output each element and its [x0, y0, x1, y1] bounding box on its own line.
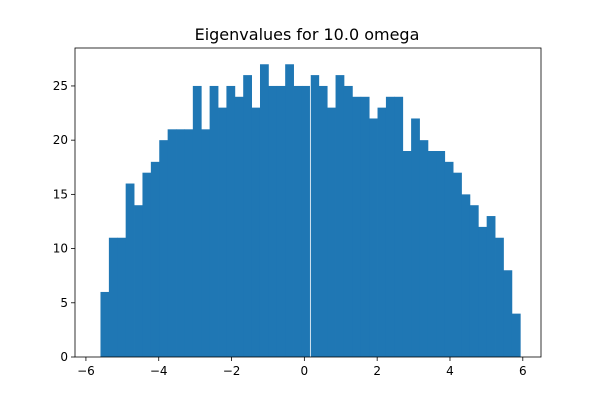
histogram-bar	[394, 96, 404, 357]
histogram-bar	[486, 216, 496, 357]
histogram-bar	[243, 75, 252, 358]
y-tick-label: 20	[53, 133, 68, 147]
y-tick-label: 0	[60, 350, 68, 364]
histogram-bar	[176, 129, 185, 357]
histogram-bar	[259, 64, 269, 358]
y-tick-label: 15	[53, 187, 68, 201]
histogram-bar	[192, 85, 202, 358]
x-tick-label: −4	[150, 364, 168, 378]
bars-group	[100, 64, 521, 358]
histogram-bar	[503, 270, 513, 357]
y-tick-label: 5	[60, 296, 68, 310]
x-axis: −6 −4 −2 0 2 4 6	[77, 357, 527, 378]
histogram-bar	[444, 161, 454, 357]
histogram-bar	[511, 313, 521, 357]
histogram-bar	[251, 107, 261, 357]
histogram-bar	[268, 85, 278, 358]
histogram-bar	[377, 107, 387, 357]
histogram-bar	[167, 129, 177, 357]
x-tick-label: −2	[223, 364, 241, 378]
histogram-bar	[360, 96, 370, 357]
histogram-bar	[209, 85, 219, 358]
histogram-bar	[469, 205, 479, 357]
histogram-bar	[293, 85, 303, 358]
histogram-bar	[276, 85, 286, 358]
histogram-bar	[159, 140, 169, 357]
histogram-bar	[184, 129, 194, 357]
histogram-bar	[478, 226, 488, 357]
histogram-bar	[352, 96, 362, 357]
histogram-bar	[402, 151, 412, 357]
x-tick-label: 4	[446, 364, 454, 378]
histogram-bar	[150, 161, 160, 357]
histogram-bar	[201, 129, 211, 357]
y-axis: 0 5 10 15 20 25	[53, 79, 75, 364]
y-tick-label: 25	[53, 79, 68, 93]
histogram-bar	[453, 172, 462, 357]
chart-title: Eigenvalues for 10.0 omega	[195, 25, 420, 44]
histogram-bar	[411, 118, 420, 357]
histogram-bar	[327, 107, 336, 357]
x-tick-label: 6	[519, 364, 527, 378]
histogram-bar	[301, 85, 311, 358]
histogram-bar	[385, 96, 395, 357]
histogram-bar	[234, 96, 244, 357]
histogram-bar	[436, 151, 446, 357]
histogram-bar	[142, 172, 152, 357]
x-tick-label: −6	[77, 364, 95, 378]
histogram-bar	[419, 140, 429, 357]
histogram-bar	[100, 291, 110, 357]
histogram-bar	[427, 151, 437, 357]
histogram-bar	[310, 75, 320, 358]
histogram-bar	[343, 85, 353, 358]
histogram-bar	[285, 64, 294, 358]
histogram-bar	[318, 85, 328, 358]
histogram-bar	[125, 183, 135, 357]
histogram-bar	[461, 194, 471, 357]
y-tick-label: 10	[53, 242, 68, 256]
histogram-bar	[495, 237, 504, 357]
histogram-bar	[108, 237, 118, 357]
histogram-bar	[335, 75, 345, 358]
histogram-bar	[369, 118, 378, 357]
x-tick-label: 0	[301, 364, 309, 378]
histogram-bar	[134, 205, 143, 357]
histogram-bar	[117, 237, 127, 357]
histogram-bar	[218, 107, 227, 357]
plot-frame	[74, 47, 542, 358]
x-tick-label: 2	[373, 364, 381, 378]
histogram-bar	[226, 85, 236, 358]
